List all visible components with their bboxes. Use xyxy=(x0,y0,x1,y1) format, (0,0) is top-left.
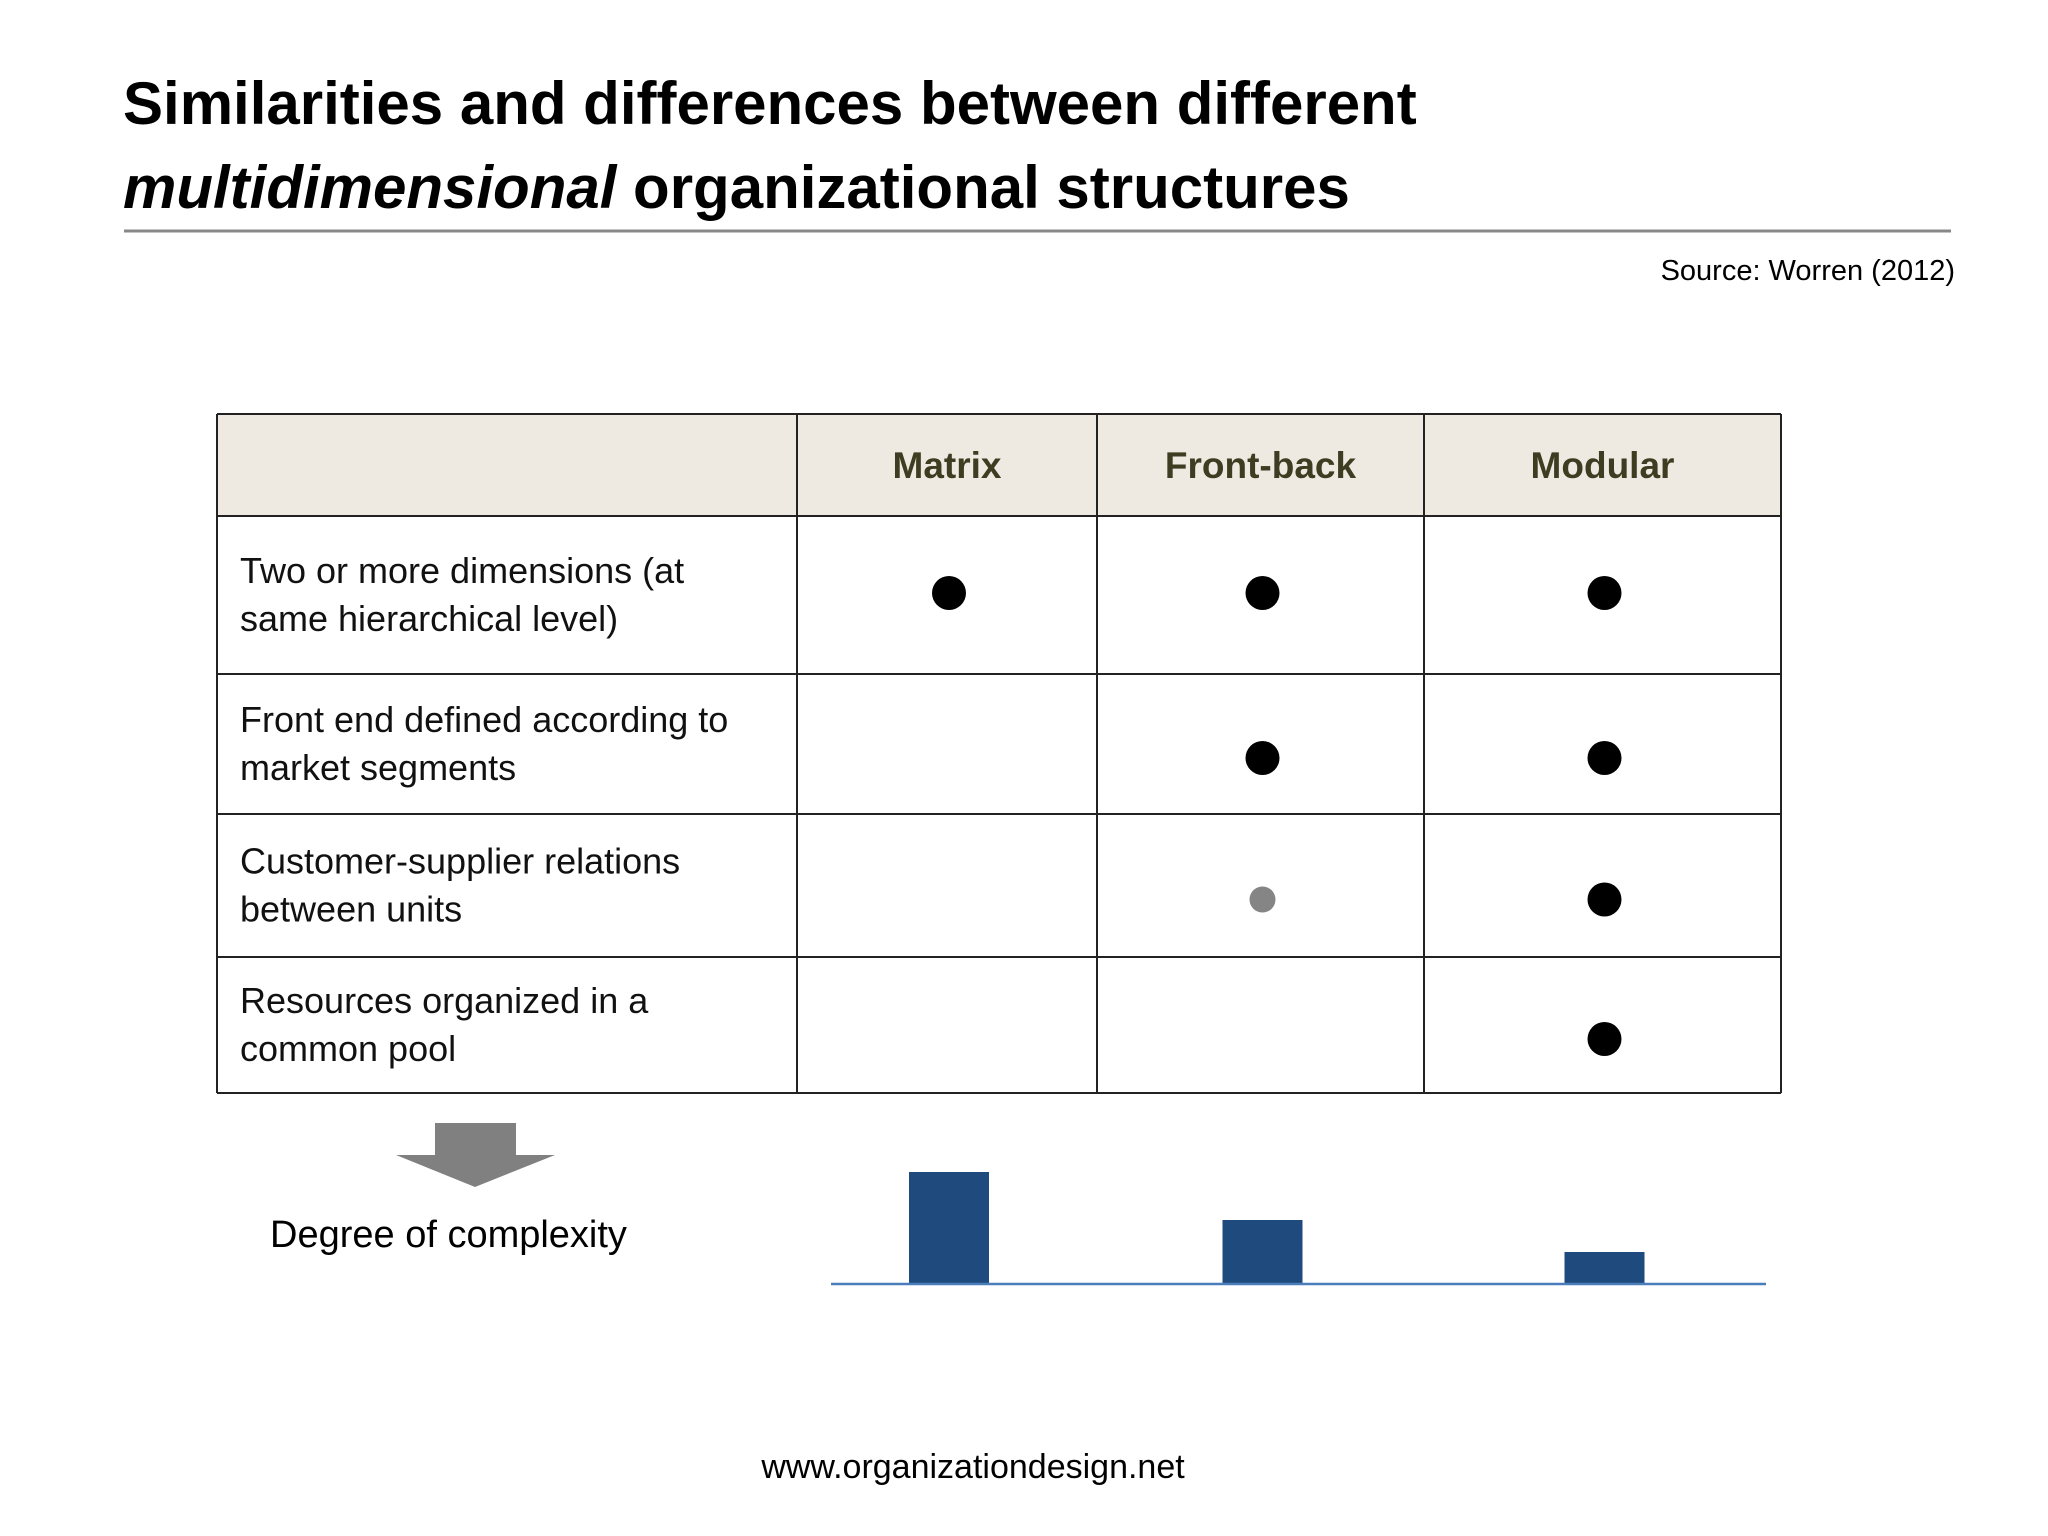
full-dot xyxy=(1587,741,1622,775)
bar xyxy=(909,1172,989,1284)
row-label: Two or more dimensions (at same hierarchi… xyxy=(240,550,684,639)
full-dot xyxy=(932,576,966,610)
full-dot xyxy=(1587,576,1622,610)
table: Matrix Front-back Modular Two or more dimen… xyxy=(216,413,1782,1094)
row-label: Resources organized in a common pool xyxy=(240,980,649,1069)
footer: www.organizationdesign.net xyxy=(760,1448,1185,1486)
bar xyxy=(1564,1252,1645,1284)
bar xyxy=(1222,1220,1303,1284)
row-label: Customer-supplier relations between units xyxy=(240,841,680,930)
full-dot xyxy=(1245,576,1280,610)
column-header: Front-back xyxy=(1165,445,1357,486)
bar-chart xyxy=(909,1172,1645,1284)
title: multidimensional organizational structur… xyxy=(123,154,1350,221)
title-italic: multidimensional xyxy=(123,154,618,221)
column-header: Modular xyxy=(1531,445,1675,486)
partial-dot xyxy=(1249,886,1276,913)
full-dot xyxy=(1245,741,1280,775)
title-rest: organizational structures xyxy=(616,154,1349,221)
full-dot xyxy=(1587,882,1622,917)
row-label: Front end defined according to market seg… xyxy=(240,699,728,788)
column-header: Matrix xyxy=(893,445,1002,486)
source: Source: Worren (2012) xyxy=(1661,255,1955,287)
title: Similarities and differences between dif… xyxy=(123,70,1417,137)
arrow xyxy=(396,1155,555,1187)
complexity-label: Degree of complexity xyxy=(270,1214,627,1256)
arrow xyxy=(435,1123,516,1157)
header-row xyxy=(217,414,1781,516)
full-dot xyxy=(1587,1022,1622,1056)
